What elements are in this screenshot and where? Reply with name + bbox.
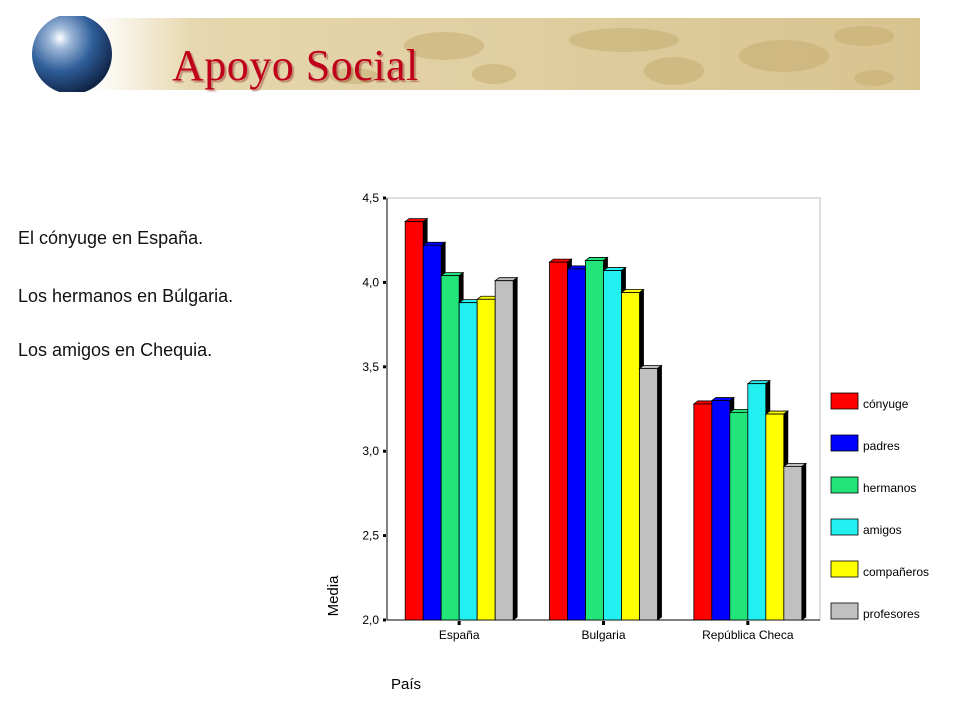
legend-label: profesores <box>863 607 920 621</box>
legend-item: cónyuge <box>830 392 909 411</box>
bar-front <box>585 260 604 621</box>
legend-label: compañeros <box>863 565 929 579</box>
bar-front <box>783 465 803 621</box>
bar-side <box>512 276 518 621</box>
globe-icon <box>32 16 112 92</box>
y-tick-mark <box>383 534 386 538</box>
legend-label: padres <box>863 439 900 453</box>
bar-front <box>621 292 640 621</box>
legend-swatch <box>830 602 859 620</box>
legend-swatch <box>830 560 859 578</box>
y-tick-mark <box>383 365 386 369</box>
bullet-list: El cónyuge en España. Los hermanos en Bú… <box>18 228 233 398</box>
x-tick-mark <box>602 621 605 625</box>
y-tick-label: 4,0 <box>362 275 379 289</box>
y-tick-mark <box>383 618 386 622</box>
legend-item: profesores <box>830 602 920 621</box>
bullet-item: Los amigos en Chequia. <box>18 340 213 360</box>
bar <box>638 364 663 621</box>
bar-front <box>494 280 514 621</box>
x-tick-mark <box>457 621 461 625</box>
bar-front <box>549 261 568 621</box>
bar <box>493 276 519 621</box>
y-tick-label: 4,5 <box>362 191 379 205</box>
legend-label: cónyuge <box>863 397 909 411</box>
bar-front <box>404 221 424 621</box>
bullet-item: El cónyuge en España. <box>18 228 204 248</box>
x-tick-label: Bulgaria <box>581 628 625 642</box>
x-tick-label: República Checa <box>702 628 794 642</box>
bar-front <box>458 302 478 621</box>
legend-item: padres <box>830 434 900 453</box>
y-tick-label: 2,5 <box>362 529 379 543</box>
bar <box>782 462 808 621</box>
legend-swatch <box>830 434 859 452</box>
bar-front <box>765 413 785 621</box>
y-axis-title: Media <box>325 575 342 617</box>
y-tick-mark <box>383 449 386 453</box>
y-tick-label: 3,0 <box>362 444 379 458</box>
bar-front <box>440 275 460 621</box>
bar-side <box>801 462 807 621</box>
page-title: Apoyo Social <box>172 41 419 90</box>
y-tick-label: 3,5 <box>362 360 379 374</box>
legend-label: amigos <box>863 523 902 537</box>
y-tick-mark <box>383 196 386 200</box>
legend-swatch <box>830 476 859 494</box>
legend-item: hermanos <box>830 476 916 495</box>
x-tick-label: España <box>439 628 480 642</box>
banner-background <box>32 16 920 92</box>
y-tick-mark <box>383 280 386 284</box>
bar-front <box>747 383 767 621</box>
legend-item: amigos <box>830 518 902 537</box>
bar-side <box>657 364 662 621</box>
bar-front <box>476 298 496 621</box>
x-tick-mark <box>746 621 750 625</box>
bar-front <box>567 268 586 621</box>
x-axis-title: País <box>391 676 421 693</box>
y-tick-label: 2,0 <box>362 613 379 627</box>
title-banner: Apoyo Social <box>24 16 920 92</box>
bar-front <box>711 400 731 621</box>
legend-item: compañeros <box>830 560 929 579</box>
bar-front <box>729 411 749 621</box>
bar-front <box>639 368 658 621</box>
bar-front <box>603 270 622 621</box>
bar-front <box>422 244 442 621</box>
legend-swatch <box>830 392 859 410</box>
bullet-item: Los hermanos en Búlgaria. <box>18 286 234 306</box>
legend-swatch <box>830 518 859 536</box>
world-map-pattern <box>329 26 894 86</box>
legend-label: hermanos <box>863 481 916 495</box>
bar-front <box>693 403 713 621</box>
